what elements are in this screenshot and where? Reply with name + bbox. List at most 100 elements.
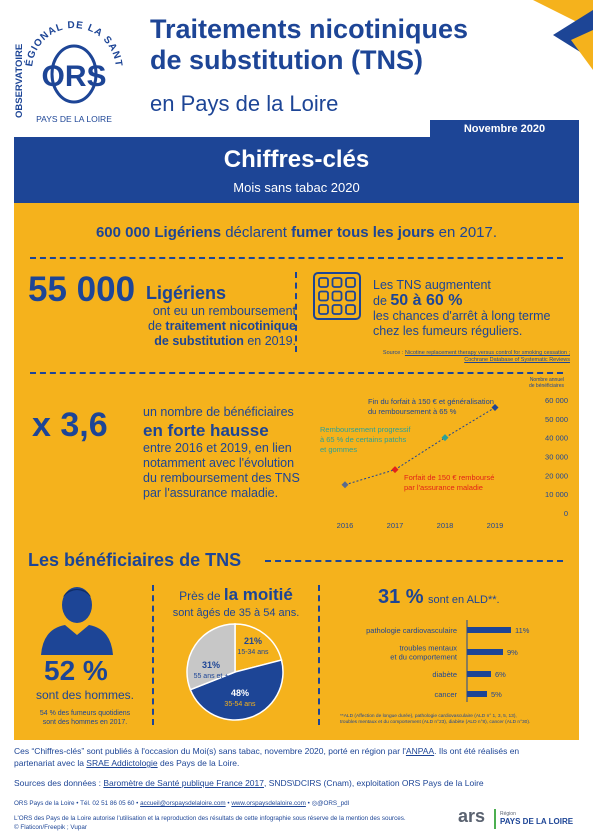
stat3-line2: en forte hausse — [143, 421, 269, 440]
ald-header: 31 % sont en ALD**. — [378, 586, 500, 609]
y-tick-label: 10 000 — [545, 490, 568, 499]
divider — [30, 257, 563, 259]
data-point — [341, 481, 349, 489]
bar — [467, 627, 511, 633]
page-subtitle: en Pays de la Loire — [150, 91, 339, 116]
twitter-icon: ◎ — [311, 800, 318, 807]
men-label: sont des hommes. — [35, 688, 135, 702]
pie-label: 55 ans et + — [194, 673, 229, 680]
ald-bar-chart: 11% pathologie cardiovasculaire 9% troubles… — [366, 620, 530, 702]
title-line-2: de substitution (TNS) — [150, 45, 423, 75]
ald-note-2: troubles mentaux et du comportement (ALD… — [340, 720, 531, 725]
ors-logo: RÉGIONAL DE LA SANTÉ OBSERVATOIRE ORS PA… — [10, 0, 130, 128]
pie-slice — [189, 659, 284, 721]
vertical-divider — [318, 585, 320, 725]
footer-line1a: Ces “Chiffres-clés” sont publiés à l'occ… — [14, 746, 406, 756]
stat3-number: x 3,6 — [32, 406, 108, 444]
men-note-2: sont des hommes en 2017. — [42, 719, 128, 726]
footer-sources: Sources des données : Baromètre de Santé… — [14, 777, 579, 789]
source-link-2[interactable]: Cochrane Database of Systematic Reviews — [464, 357, 570, 363]
anpaa-link[interactable]: ANPAA — [405, 746, 435, 756]
x-tick-label: 2017 — [387, 521, 404, 530]
stat3-line5: du remboursement des TNS — [143, 471, 300, 485]
vertical-divider — [152, 585, 154, 725]
stat2-text: Les TNS augmentent de 50 à 60 % les chan… — [373, 278, 573, 339]
stat3-line1: un nombre de bénéficiaires — [143, 405, 294, 419]
pie-percent: 21% — [244, 636, 262, 646]
annotation-line: Remboursement progressif — [320, 425, 411, 434]
ald-percentage: 31 % — [378, 586, 424, 608]
men-percentage: 52 % — [44, 655, 108, 686]
ars-logo: ars Région PAYS DE LA LOIRE — [458, 806, 583, 832]
ald-note-1: **ALD (Affection de longue durée), patho… — [340, 714, 517, 719]
pie-slice — [234, 623, 283, 673]
stat1-number: 55 000 — [28, 270, 136, 309]
pie-percent: 48% — [231, 688, 249, 698]
y-tick-label: 20 000 — [545, 471, 568, 480]
svg-text:RÉGIONAL DE LA SANTÉ: RÉGIONAL DE LA SANTÉ — [14, 8, 124, 68]
stat3-line6: par l'assurance maladie. — [143, 486, 279, 500]
title-line-1: Traitements nicotiniques — [150, 14, 469, 44]
pie-slice — [186, 623, 236, 691]
footer-line2c: des Pays de la Loire. — [157, 758, 240, 768]
footer-line1c: . Ils ont été réalisés en — [434, 746, 520, 756]
bar — [467, 691, 487, 697]
stat2-line4: chez les fumeurs réguliers. — [373, 324, 523, 338]
x-tick-label: 2018 — [437, 521, 454, 530]
bar-value-label: 6% — [495, 670, 506, 679]
annotation-line: Forfait de 150 € remboursé — [404, 473, 494, 482]
source-link-1[interactable]: Nicotine replacement therapy versus cont… — [404, 350, 570, 356]
website-link[interactable]: www.orspaysdelaloire.com — [231, 800, 306, 807]
bar-value-label: 11% — [515, 626, 530, 635]
bar-category-label: pathologie cardiovasculaire — [366, 626, 457, 635]
stat1-line2: de — [148, 319, 166, 333]
age-pie-chart: 21% 15-34 ans 48% 35-54 ans 31% 55 ans et + — [186, 623, 284, 721]
y-tick-label: 40 000 — [545, 434, 568, 443]
person-icon — [37, 583, 117, 655]
divider — [265, 560, 563, 562]
ars-region: PAYS DE LA LOIRE — [500, 817, 574, 826]
headline-number: 600 000 Ligériens — [95, 224, 222, 241]
stat1-text: ont eu un remboursement de traitement ni… — [146, 304, 296, 349]
barometre-link[interactable]: Baromètre de Santé publique France 2017 — [103, 778, 264, 788]
bar — [467, 649, 503, 655]
email-link[interactable]: accueil@orspaysdelaloire.com — [140, 800, 226, 807]
age-line1b: la moitié — [223, 585, 293, 604]
footer-contact: ORS Pays de la Loire • Tél. 02 51 86 05 … — [14, 799, 454, 832]
bar-category-label: troubles mentaux — [399, 644, 457, 653]
annotation-forfait: Forfait de 150 € remboursé par l'assuranc… — [404, 473, 494, 492]
footer-line2a: partenariat avec la — [14, 758, 87, 768]
data-point — [491, 404, 499, 412]
headline-text-1: déclarent — [221, 224, 292, 241]
stat2-line2b: 50 à 60 % — [390, 292, 463, 309]
stat1-label: Ligériens — [146, 283, 227, 303]
beneficiaries-line-chart: Nombre annuel de bénéficiaires 0 10 000 20 … — [320, 377, 568, 530]
date-badge: Novembre 2020 — [430, 120, 579, 138]
ald-note: **ALD (Affection de longue durée), patho… — [340, 714, 572, 726]
annotation-line: et gommes — [320, 445, 357, 454]
bar-category-label: diabète — [432, 670, 457, 679]
age-line1a: Près de — [179, 589, 224, 603]
pie-percent: 31% — [202, 660, 220, 670]
stat1-line2b: traitement nicotinique — [165, 319, 296, 333]
stat3-text: un nombre de bénéficiaires en forte haus… — [143, 405, 303, 501]
ald-label: sont en ALD**. — [428, 594, 500, 606]
grid-icon — [313, 272, 361, 320]
stat2-line3: les chances d'arrêt à long terme — [373, 309, 551, 323]
org-arc-left: OBSERVATOIRE — [14, 44, 25, 118]
srae-link[interactable]: SRAE Addictologie — [86, 758, 158, 768]
stat3-line3: entre 2016 et 2019, en lien — [143, 441, 292, 455]
twitter-handle[interactable]: @ORS_pdl — [317, 800, 350, 807]
stat2-line1: Les TNS augmentent — [373, 278, 491, 292]
legal-text: L'ORS des Pays de la Loire autorise l'ut… — [14, 815, 406, 822]
bar-category-label: cancer — [434, 690, 457, 699]
chart-ylabel-line2: de bénéficiaires — [529, 383, 565, 389]
vertical-divider — [295, 272, 297, 352]
chart-ylabel: Nombre annuel de bénéficiaires — [529, 377, 565, 389]
org-region: PAYS DE LA LOIRE — [36, 114, 112, 124]
stat2-source: Source : Nicotine replacement therapy ve… — [300, 350, 570, 364]
source-label: Source : — [382, 350, 405, 356]
contact-sep: • — [225, 800, 232, 807]
pie-label: 15-34 ans — [237, 649, 269, 656]
men-note: 54 % des fumeurs quotidiens sont des hom… — [30, 709, 140, 727]
